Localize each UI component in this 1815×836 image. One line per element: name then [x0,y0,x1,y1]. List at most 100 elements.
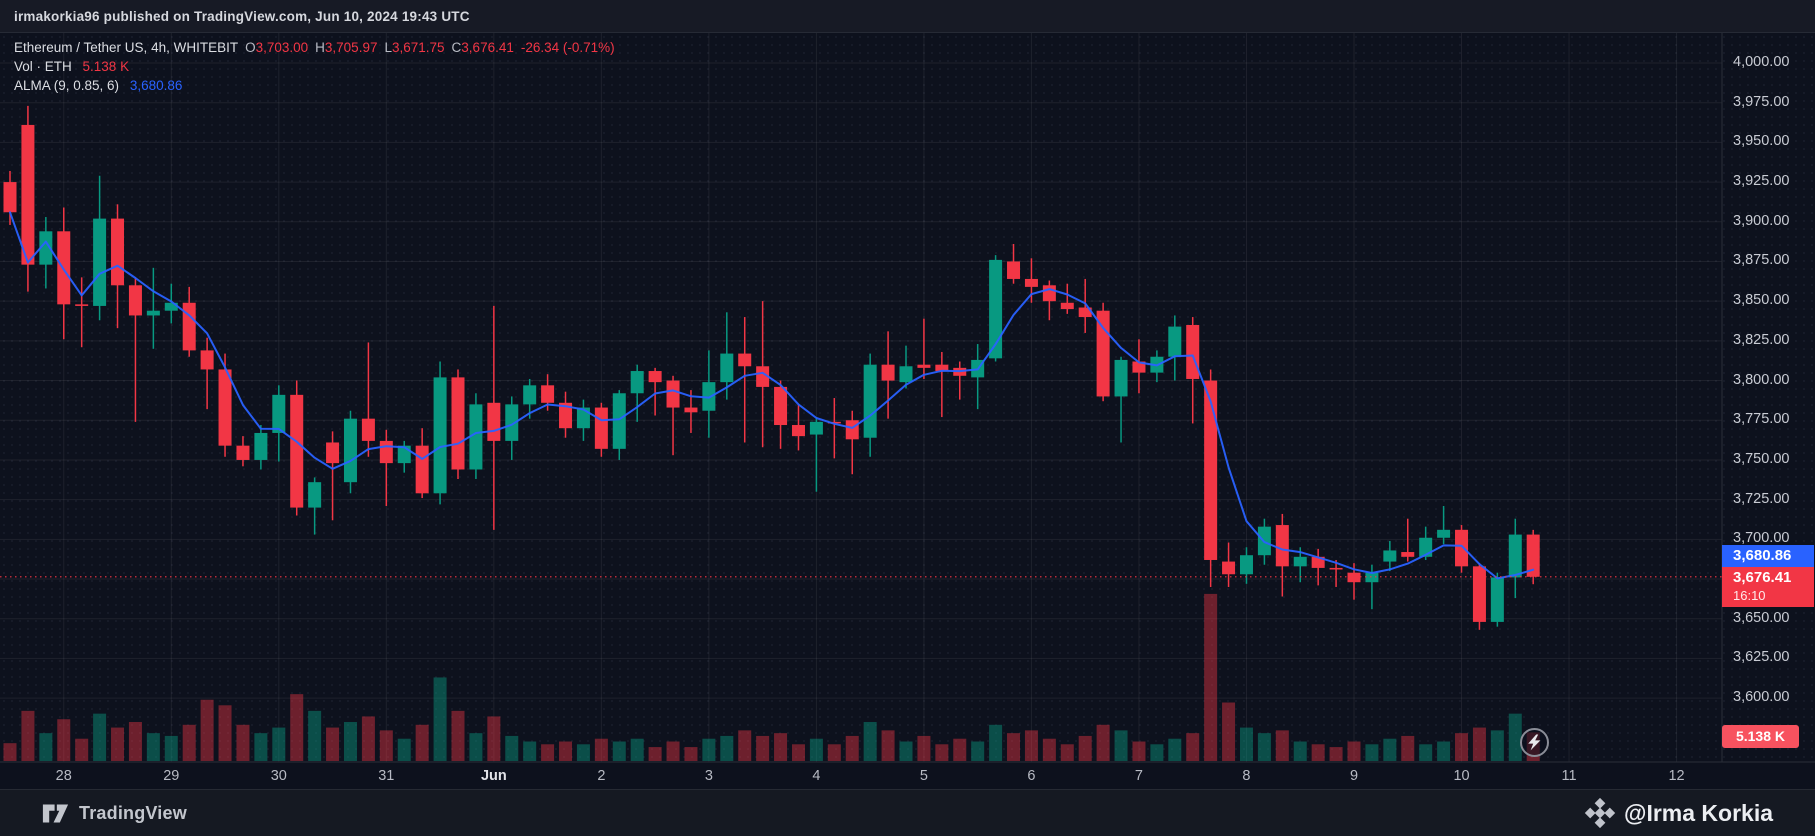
candle-body [1526,534,1540,577]
volume-bar [1472,727,1486,761]
author-handle-label: @Irma Korkia [1624,799,1773,826]
quick-action-button[interactable] [1520,728,1549,757]
time-tick-label: 10 [1453,768,1470,784]
volume-bar [881,730,895,761]
time-tick-label: 6 [1027,768,1036,784]
candle-body [272,394,286,433]
ohlc-value: 3,671.75 [391,40,445,55]
candle-body [576,407,590,429]
candle-body [917,364,931,368]
candle-body [1096,310,1110,397]
symbol-title: Ethereum / Tether US, 4h, WHITEBIT [14,40,239,55]
candle-body [738,353,752,367]
author-handle[interactable]: @Irma Korkia [1584,797,1773,829]
alma-price-badge: 3,680.86 [1722,545,1814,567]
candle-body [881,364,895,381]
time-tick-label: 28 [55,768,72,784]
candle-body [75,304,89,306]
time-tick-label: 9 [1349,768,1359,784]
volume-bar [989,724,1003,761]
volume-bar [1437,741,1451,761]
candle-body [21,124,35,265]
price-tick-label: 3,875.00 [1733,252,1790,269]
volume-bar [254,733,268,761]
candle-body [523,385,537,405]
volume-bar [1508,713,1522,761]
candle-body [451,377,465,470]
time-tick-label: 30 [270,768,287,784]
tradingview-logo-icon [42,804,69,822]
candle-body [182,302,196,351]
volume-bar [738,730,752,761]
volume-indicator-value: 5.138 K [82,59,130,74]
volume-bar [39,733,53,761]
candle-body [541,385,555,403]
volume-bar [702,738,716,761]
volume-bar [361,716,375,761]
candle-body [505,404,519,441]
candle-body [469,404,483,470]
candle-body [218,369,232,446]
ohlc-key: L [384,40,392,55]
candle-body [989,259,1003,359]
tradingview-brand-label: TradingView [79,802,187,823]
candle-body [1114,359,1128,397]
footer-bar: TradingView @Irma Korkia [0,789,1815,836]
legend-volume-row[interactable]: Vol · ETH 5.138 K [14,58,615,76]
volume-bar [75,738,89,761]
price-tick-label: 4,000.00 [1733,54,1790,70]
candle-body [559,402,573,429]
volume-bar [505,735,519,761]
time-tick-label: 8 [1242,768,1251,784]
price-tick-label: 3,700.00 [1733,530,1790,547]
volume-bar [612,741,626,761]
volume-bar [487,716,501,761]
volume-bar [684,747,698,761]
volume-bar [809,738,823,761]
volume-bar [756,735,770,761]
candle-body [612,393,626,449]
candle-body [1204,380,1218,560]
volume-bar [576,744,590,761]
candle-body [1132,361,1146,373]
time-tick-label: 29 [163,768,180,784]
volume-bar [1132,741,1146,761]
candle-body [648,371,662,383]
volume-bar [379,730,393,761]
volume-bar [953,738,967,761]
tradingview-brand[interactable]: TradingView [42,801,187,826]
price-tick-label: 3,900.00 [1733,212,1790,229]
publish-header-text: irmakorkia96 published on TradingView.co… [14,8,470,24]
volume-bar [899,741,913,761]
candle-body [379,440,393,464]
candle-body [1383,550,1397,562]
volume-bar [1275,730,1289,761]
candle-body [433,377,447,494]
time-tick-label: 3 [704,768,713,784]
candle-body [1222,561,1236,575]
volume-bar [236,724,250,761]
volume-bar [93,713,107,761]
legend-symbol-row[interactable]: Ethereum / Tether US, 4h, WHITEBIT O3,703… [14,39,615,57]
candle-body [290,394,304,508]
volume-bar [1239,727,1253,761]
candle-body [1060,302,1074,310]
volume-bar [917,735,931,761]
volume-bar [594,738,608,761]
volume-bar [863,722,877,761]
volume-bar [1490,730,1504,761]
time-tick-label: 31 [378,768,395,784]
legend-alma-row[interactable]: ALMA (9, 0.85, 6) 3,680.86 [14,77,615,95]
candle-body [1490,577,1504,622]
candle-body [702,382,716,411]
price-tick-label: 3,600.00 [1733,689,1790,706]
candle-body [39,231,53,265]
candle-body [1239,555,1253,575]
volume-bar [128,722,142,761]
volume-bar [164,735,178,761]
candle-body [1186,324,1200,379]
candle-body [935,364,949,372]
ohlc-values: O3,703.00 H3,705.97 L3,671.75 C3,676.41 [238,40,514,55]
volume-bar [218,705,232,761]
